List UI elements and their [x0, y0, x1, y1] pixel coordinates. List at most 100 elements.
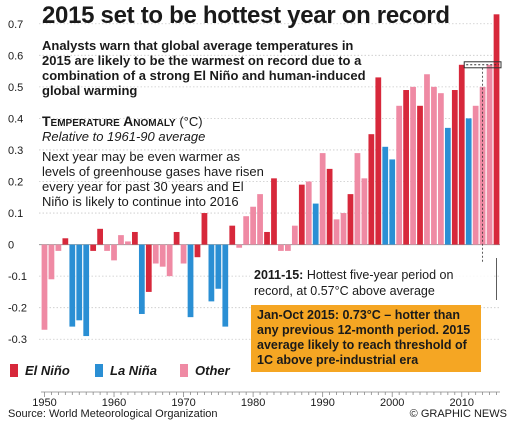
legend-label-la-nina: La Niña	[110, 363, 157, 378]
bar-2015	[493, 14, 500, 245]
bar-1986	[291, 225, 298, 245]
y-tick-label: 0.2	[8, 177, 23, 189]
bar-1984	[278, 244, 284, 251]
period-annotation-label: 2011-15:	[254, 268, 304, 282]
bar-2007	[438, 93, 444, 245]
y-tick-label: 0.7	[8, 19, 23, 31]
bar-2005	[424, 74, 430, 245]
bar-1999	[382, 146, 389, 245]
bar-1961	[118, 235, 124, 245]
bar-1978	[236, 244, 243, 248]
subtitle: Analysts warn that global average temper…	[42, 38, 366, 98]
bar-1962	[125, 241, 131, 245]
bar-1952	[55, 244, 62, 251]
bar-1997	[368, 134, 375, 245]
callout-box: Jan-Oct 2015: 0.73°C – hotter than any p…	[251, 305, 481, 372]
period-annotation-text: Hottest five-year period on record, at 0…	[254, 268, 454, 298]
bar-2008	[444, 127, 451, 245]
bar-1989	[312, 203, 319, 245]
bar-1977	[229, 225, 236, 245]
bar-1963	[132, 231, 138, 245]
bar-1967	[159, 244, 166, 267]
legend-swatch-other	[180, 364, 188, 377]
legend: El Niño La Niña Other	[10, 363, 231, 378]
bar-1982	[264, 231, 270, 245]
bar-1957	[90, 244, 97, 251]
bar-1994	[347, 194, 354, 245]
bar-1990	[319, 153, 326, 245]
y-tick-label: 0.3	[8, 145, 23, 157]
bars	[41, 14, 500, 337]
bar-1991	[326, 168, 333, 245]
bar-1983	[271, 178, 277, 245]
bar-1973	[201, 213, 208, 245]
bar-2014	[486, 64, 493, 245]
bar-1974	[208, 244, 215, 302]
bar-1958	[97, 228, 103, 245]
bar-2000	[389, 159, 396, 245]
bar-1959	[104, 244, 110, 251]
bar-1960	[111, 244, 117, 261]
y-tick-label: 0	[8, 240, 14, 252]
bar-1976	[222, 244, 229, 327]
bar-1970	[180, 244, 187, 264]
source-note: Source: World Meteorological Organizatio…	[8, 408, 218, 420]
bar-2009	[451, 90, 458, 245]
x-tick-label: 2010	[450, 397, 474, 409]
x-tick-label: 1950	[32, 397, 56, 409]
bar-1996	[361, 178, 368, 245]
bar-1980	[250, 206, 256, 245]
bar-1966	[152, 244, 159, 264]
bar-2003	[410, 86, 416, 245]
y-tick-label: -0.3	[8, 334, 27, 346]
bar-1964	[138, 244, 145, 314]
y-axis-title: Temperature Anomaly	[42, 113, 176, 129]
bar-1975	[215, 244, 222, 289]
y-tick-label: 0.6	[8, 50, 23, 62]
y-tick-label: 0.4	[8, 113, 23, 125]
bar-1956	[83, 244, 90, 337]
x-tick-label: 1970	[171, 397, 195, 409]
credit: © GRAPHIC NEWS	[409, 408, 507, 420]
page-title: 2015 set to be hottest year on record	[42, 2, 450, 29]
bar-2004	[417, 105, 423, 245]
bar-1985	[285, 244, 291, 251]
bar-2001	[396, 105, 403, 245]
bar-1953	[62, 238, 69, 245]
bar-2011	[465, 118, 472, 245]
bar-2002	[403, 90, 409, 245]
bar-1955	[76, 244, 83, 321]
bar-1992	[333, 219, 340, 245]
y-tick-label: -0.2	[8, 303, 27, 315]
baseline-note: Relative to 1961-90 average	[42, 129, 206, 144]
bar-1995	[354, 153, 361, 245]
bar-2010	[458, 64, 465, 245]
y-tick-label: 0.1	[8, 208, 23, 220]
bar-1951	[48, 244, 55, 280]
y-tick-label: 0.5	[8, 82, 23, 94]
bar-2006	[431, 86, 437, 245]
bar-2012	[472, 105, 479, 245]
bar-1981	[257, 194, 263, 245]
y-axis-label: Temperature Anomaly (°C)	[42, 113, 203, 129]
y-axis-unit: (°C)	[179, 114, 203, 129]
forecast-note: Next year may be even warmer as levels o…	[42, 149, 264, 209]
bar-1969	[173, 231, 180, 245]
bar-1954	[69, 244, 76, 327]
bar-1968	[166, 244, 173, 277]
y-tick-label: -0.1	[8, 271, 27, 283]
bar-1971	[187, 244, 194, 318]
x-tick-label: 1990	[310, 397, 334, 409]
legend-swatch-la-nina	[95, 364, 103, 377]
x-axis-ticks: 1950 1960 1970 1980 1990 2000 2010	[32, 391, 500, 409]
bar-1979	[243, 216, 250, 245]
x-tick-label: 2000	[380, 397, 404, 409]
bar-1965	[145, 244, 152, 292]
x-tick-label: 1980	[241, 397, 265, 409]
bar-1988	[305, 181, 312, 245]
bar-1987	[298, 184, 305, 245]
legend-swatch-el-nino	[10, 364, 18, 377]
legend-label-el-nino: El Niño	[25, 363, 70, 378]
